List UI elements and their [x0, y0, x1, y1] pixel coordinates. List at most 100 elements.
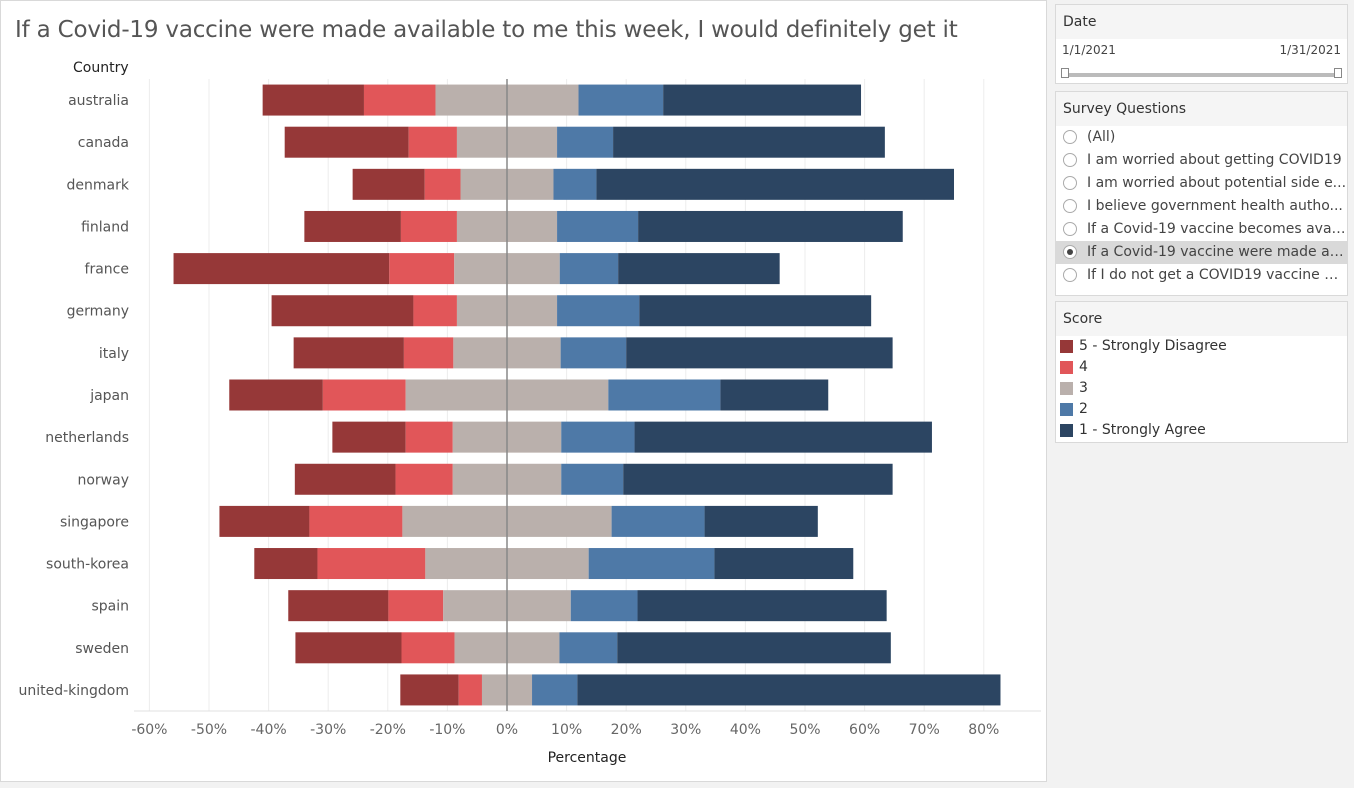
- country-label: denmark: [67, 177, 130, 193]
- country-label: australia: [68, 93, 129, 109]
- legend-label: 3: [1079, 380, 1088, 396]
- question-option[interactable]: I am worried about potential side e...: [1056, 172, 1347, 195]
- date-end-label: 1/31/2021: [1279, 43, 1341, 57]
- chart-title: If a Covid-19 vaccine were made availabl…: [15, 17, 958, 43]
- bar-segment: [309, 505, 403, 537]
- bar-segment: [389, 253, 455, 285]
- survey-questions-filter: Survey Questions (All) I am worried about…: [1055, 91, 1348, 296]
- legend-item[interactable]: 5 - Strongly Disagree: [1056, 336, 1347, 357]
- question-option-label: (All): [1087, 129, 1116, 145]
- x-tick-label: 60%: [849, 722, 880, 738]
- radio-icon[interactable]: [1063, 268, 1077, 282]
- x-tick-label: 80%: [968, 722, 999, 738]
- date-slider-end-handle[interactable]: [1334, 68, 1342, 78]
- bar-segment: [424, 168, 461, 200]
- country-label: netherlands: [45, 430, 129, 446]
- bar-segment: [560, 337, 627, 369]
- bar-segment: [561, 463, 624, 495]
- radio-icon[interactable]: [1063, 130, 1077, 144]
- date-filter[interactable]: Date 1/1/2021 1/31/2021: [1055, 4, 1348, 84]
- bar-segment: [559, 253, 619, 285]
- bar-segment: [618, 253, 780, 285]
- x-tick-label: 70%: [909, 722, 940, 738]
- bar-segment: [626, 337, 893, 369]
- x-tick-label: 20%: [611, 722, 642, 738]
- bar-segment: [293, 337, 404, 369]
- survey-questions-title: Survey Questions: [1056, 92, 1347, 126]
- country-label: canada: [78, 135, 129, 151]
- bar-segment: [588, 548, 715, 580]
- bar-segment: [634, 421, 932, 453]
- bar-segment: [363, 84, 436, 116]
- legend-item[interactable]: 3: [1056, 378, 1347, 399]
- radio-icon[interactable]: [1063, 153, 1077, 167]
- bar-segment: [400, 674, 459, 706]
- bar-segment: [317, 548, 426, 580]
- bar-segment: [532, 674, 578, 706]
- bar-segment: [408, 126, 457, 158]
- date-slider-track[interactable]: [1063, 73, 1340, 77]
- bar-segment: [613, 126, 885, 158]
- bar-segment: [577, 674, 1001, 706]
- date-slider-start-handle[interactable]: [1061, 68, 1069, 78]
- bar-segment: [352, 168, 425, 200]
- x-tick-label: 40%: [730, 722, 761, 738]
- x-tick-label: -50%: [191, 722, 227, 738]
- bar-segment: [304, 210, 401, 242]
- bar-segment: [262, 84, 364, 116]
- bar-segment: [413, 295, 457, 327]
- bar-segment: [405, 421, 453, 453]
- bar-segment: [596, 168, 954, 200]
- radio-icon[interactable]: [1063, 222, 1077, 236]
- bar-segment: [557, 210, 639, 242]
- legend-item[interactable]: 4: [1056, 357, 1347, 378]
- bar-segment: [578, 84, 664, 116]
- x-tick-label: -20%: [370, 722, 406, 738]
- bar-segment: [617, 632, 891, 664]
- legend-swatch: [1060, 361, 1073, 374]
- diverging-bar-chart: australia canada denmark finland france germa…: [18, 79, 1041, 766]
- x-tick-label: -30%: [310, 722, 346, 738]
- bar-segment: [638, 210, 903, 242]
- country-label: sweden: [75, 641, 129, 657]
- x-tick-label: 30%: [670, 722, 701, 738]
- bar-segment: [557, 126, 614, 158]
- radio-icon[interactable]: [1063, 176, 1077, 190]
- bar-segment: [284, 126, 409, 158]
- question-option[interactable]: If I do not get a COVID19 vaccine w...: [1056, 264, 1347, 287]
- radio-icon[interactable]: [1063, 245, 1077, 259]
- question-option-label: If a Covid-19 vaccine were made av...: [1087, 244, 1347, 260]
- radio-icon[interactable]: [1063, 199, 1077, 213]
- question-option[interactable]: If a Covid-19 vaccine were made av...: [1056, 241, 1347, 264]
- bar-segment: [561, 421, 635, 453]
- bar-segment: [173, 253, 390, 285]
- legend-item[interactable]: 1 - Strongly Agree: [1056, 420, 1347, 441]
- bar-segment: [720, 379, 829, 411]
- bar-segment: [332, 421, 406, 453]
- bar-segment: [400, 210, 457, 242]
- x-tick-label: 0%: [496, 722, 518, 738]
- bar-segment: [704, 505, 818, 537]
- bar-segment: [637, 590, 887, 622]
- question-option[interactable]: (All): [1056, 126, 1347, 149]
- bar-segment: [570, 590, 638, 622]
- bar-segment: [611, 505, 705, 537]
- legend-swatch: [1060, 382, 1073, 395]
- question-option[interactable]: If a Covid-19 vaccine becomes avail...: [1056, 218, 1347, 241]
- country-label: spain: [91, 599, 129, 615]
- country-label: singapore: [60, 514, 129, 530]
- bar-segment: [714, 548, 854, 580]
- question-option[interactable]: I am worried about getting COVID19: [1056, 149, 1347, 172]
- chart-panel: If a Covid-19 vaccine were made availabl…: [0, 0, 1047, 782]
- legend-item[interactable]: 2: [1056, 399, 1347, 420]
- score-legend-list: 5 - Strongly Disagree 4 3 2 1 - Strongly Agr…: [1056, 336, 1347, 441]
- date-filter-title: Date: [1056, 5, 1347, 39]
- country-label: south-korea: [46, 557, 129, 573]
- bar-segment: [559, 632, 618, 664]
- country-label: finland: [81, 219, 129, 235]
- x-tick-label: -40%: [251, 722, 287, 738]
- country-label: france: [85, 262, 129, 278]
- country-label: norway: [77, 472, 129, 488]
- question-option[interactable]: I believe government health autho...: [1056, 195, 1347, 218]
- bar-segment: [557, 295, 640, 327]
